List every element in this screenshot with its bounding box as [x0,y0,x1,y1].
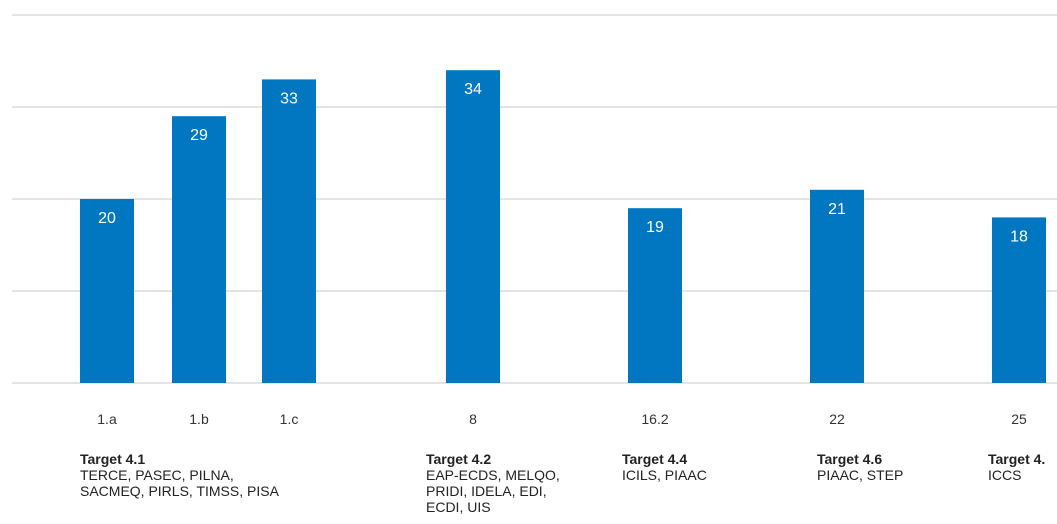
group-title: Target 4.4 [622,451,688,467]
bar-value-label: 29 [190,127,208,144]
bar-value-label: 18 [1010,228,1028,245]
x-tick-label: 16.2 [641,411,668,427]
bar-1-c [262,79,316,384]
bar-16-2 [628,208,682,383]
group-title: Target 4. [988,451,1046,467]
bar-value-label: 33 [280,90,298,107]
bar-value-label: 20 [98,210,116,227]
group-target-4-1: Target 4.1 TERCE, PASEC, PILNA, SACMEQ, … [80,451,279,499]
bar-value-label: 34 [464,81,482,98]
bar-8 [446,70,500,383]
group-description: ICILS, PIAAC [622,467,707,483]
bars [80,70,1046,384]
value-labels: 20 29 33 34 19 21 18 [98,81,1028,245]
group-title: Target 4.1 [80,451,146,467]
group-description: TERCE, PASEC, PILNA, SACMEQ, PIRLS, TIMS… [80,467,279,499]
group-target-4-4: Target 4.4 ICILS, PIAAC [622,451,707,483]
group-title: Target 4.6 [817,451,883,467]
group-target-4-7: Target 4. ICCS [988,451,1045,483]
gridlines [12,14,1057,384]
bar-value-label: 19 [646,219,664,236]
bar-1-a [80,199,134,383]
group-description: ICCS [988,467,1022,483]
x-axis-tick-labels: 1.a 1.b 1.c 8 16.2 22 25 [97,411,1027,427]
bar-22 [810,189,864,383]
x-tick-label: 1.a [97,411,117,427]
group-title: Target 4.2 [426,451,492,467]
x-tick-label: 1.b [189,411,209,427]
bar-25 [992,217,1046,383]
x-tick-label: 25 [1011,411,1027,427]
x-tick-label: 22 [829,411,845,427]
group-target-4-2: Target 4.2 EAP-ECDS, MELQO, PRIDI, IDELA… [426,451,560,515]
group-target-4-6: Target 4.6 PIAAC, STEP [817,451,903,483]
x-tick-label: 8 [469,411,477,427]
group-description: PIAAC, STEP [817,467,904,483]
group-description: EAP-ECDS, MELQO, PRIDI, IDELA, EDI, ECDI… [426,467,560,515]
x-tick-label: 1.c [280,411,299,427]
bar-value-label: 21 [828,201,846,218]
bar-1-b [172,116,226,383]
